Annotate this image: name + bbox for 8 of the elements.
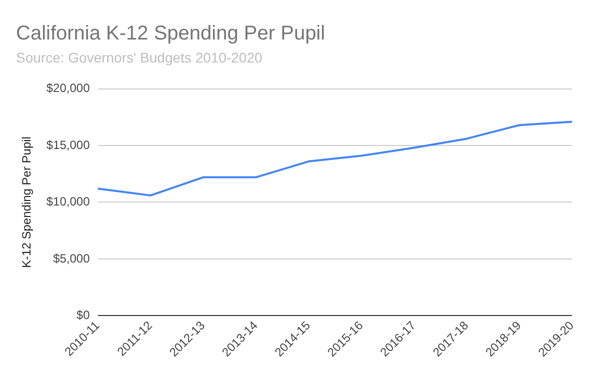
chart-subtitle: Source: Governors' Budgets 2010-2020 — [16, 49, 262, 66]
y-axis-title: K-12 Spending Per Pupil — [20, 136, 34, 268]
y-tick-label: $15,000 — [46, 138, 90, 152]
y-tick-label: $20,000 — [46, 81, 90, 96]
y-tick-label: $5,000 — [53, 251, 90, 266]
chart-title: California K-12 Spending Per Pupil — [16, 22, 326, 45]
y-tick-label: $10,000 — [46, 194, 90, 209]
y-tick-label: $0 — [76, 308, 90, 322]
